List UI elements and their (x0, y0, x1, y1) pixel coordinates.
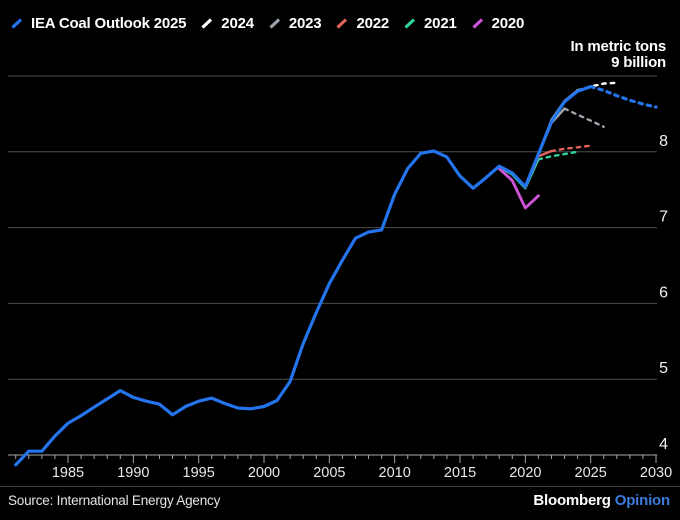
source-text: Source: International Energy Agency (8, 493, 221, 508)
series-2024-solid-line (537, 89, 579, 157)
y-axis-label-8: 8 (659, 133, 668, 150)
legend-label: 2020 (491, 15, 525, 32)
legend-label: IEA Coal Outlook 2025 (31, 15, 187, 32)
legend-item-2021: 2021 (403, 15, 457, 32)
series-2023-forecast-dotted-line (563, 107, 605, 129)
y-axis-label-6: 6 (659, 284, 668, 301)
x-axis-label-1990: 1990 (117, 465, 149, 481)
legend-label: 2024 (221, 15, 254, 32)
legend-slash-icon (201, 18, 213, 29)
unit-label: In metric tons 9 billion (570, 39, 666, 71)
legend-slash-icon (11, 18, 23, 29)
series-iea-coal-outlook-2025-solid-line (14, 84, 593, 467)
legend-slash-icon (404, 18, 416, 29)
x-axis-label-1985: 1985 (52, 465, 84, 481)
x-axis-label-2020: 2020 (509, 465, 541, 481)
x-axis-label-2025: 2025 (575, 465, 607, 481)
brand-bloomberg: Bloomberg (533, 492, 611, 509)
legend-label: 2022 (356, 15, 390, 32)
series-2020-solid-line (497, 167, 540, 210)
legend-item-2022: 2022 (335, 15, 389, 32)
x-axis-label-2030: 2030 (640, 465, 672, 481)
x-axis-label-2015: 2015 (444, 465, 476, 481)
legend-slash-icon (269, 18, 280, 29)
x-axis-label-2010: 2010 (379, 465, 411, 481)
series-iea-coal-outlook-2025-forecast-dotted-line (589, 84, 658, 109)
legend-item-iea-coal-outlook-2025: IEA Coal Outlook 2025 (10, 15, 186, 32)
footer-divider (0, 486, 680, 487)
y-axis-label-4: 4 (659, 436, 668, 453)
x-axis-label-2005: 2005 (313, 465, 345, 481)
series-2024-forecast-dotted-line (576, 81, 618, 92)
unit-line-1: In metric tons (570, 38, 666, 55)
legend-item-2024: 2024 (200, 15, 254, 32)
x-axis-label-1995: 1995 (183, 465, 215, 481)
unit-line-2: 9 billion (611, 54, 666, 71)
legend-label: 2023 (288, 15, 322, 32)
legend-item-2020: 2020 (471, 15, 525, 32)
legend-label: 2021 (424, 15, 457, 32)
x-axis-label-2000: 2000 (248, 465, 280, 481)
legend-slash-icon (472, 18, 483, 29)
y-axis-label-5: 5 (659, 360, 668, 377)
series-2021-forecast-dotted-line (537, 150, 579, 161)
y-axis-label-7: 7 (659, 209, 668, 226)
legend-item-2023: 2023 (268, 15, 322, 32)
legend-slash-icon (336, 18, 348, 29)
series-2022-forecast-dotted-line (550, 144, 592, 153)
brand: Bloomberg Opinion (533, 492, 670, 509)
brand-opinion: Opinion (614, 492, 670, 509)
legend: IEA Coal Outlook 2025 2024 2023 2022 2021 202… (10, 15, 524, 32)
